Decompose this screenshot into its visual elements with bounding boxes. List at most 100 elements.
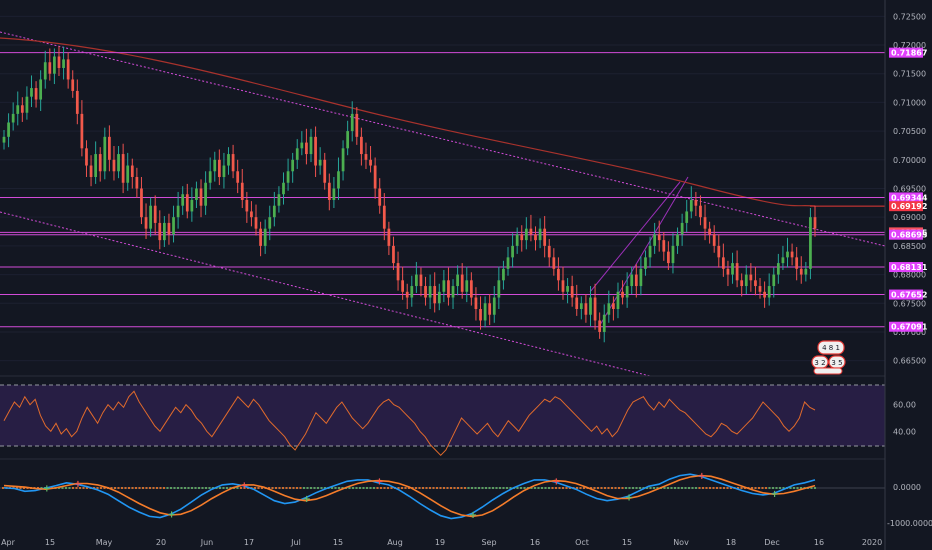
macd-dot (163, 487, 165, 489)
earnings-badge-top[interactable] (817, 340, 845, 355)
candle-body (217, 159, 221, 178)
time-tick-label: Jun (200, 538, 214, 547)
candle-body (153, 205, 157, 223)
macd-dot (726, 487, 729, 489)
macd-crosses: + + + + + + + + + + + (43, 471, 779, 521)
candle-body (488, 303, 492, 315)
candle-body (387, 228, 391, 246)
candle-body (108, 136, 111, 160)
macd-dot (628, 487, 631, 489)
macd-dot (138, 487, 141, 489)
channel-lower-line[interactable] (599, 176, 689, 326)
cross-marker: + (375, 477, 383, 488)
time-tick-label: 15 (45, 538, 55, 547)
macd-dot (257, 487, 260, 489)
macd-dot (201, 487, 204, 489)
candle-body (680, 222, 684, 235)
level-tag-label: 0.68131 (891, 263, 928, 272)
macd-dot (348, 487, 351, 489)
macd-dot (691, 487, 694, 489)
candle-body (140, 188, 143, 218)
macd-dot (285, 487, 288, 489)
time-tick-label: 16 (814, 538, 824, 547)
candle-body (621, 291, 624, 298)
macd-panel[interactable]: + + + + + + + + + + + 0.0000 -1000.0000 (0, 471, 932, 528)
price-tick-label: 0.71500 (893, 70, 926, 79)
macd-dot (425, 487, 428, 489)
candle-body (360, 136, 363, 155)
candle-body (447, 280, 450, 298)
candle-body (2, 136, 6, 143)
macd-dot (58, 487, 60, 489)
macd-dot (205, 487, 207, 489)
time-axis[interactable]: Apr 15 May 20 Jun 17 Jul 15 Aug 19 Sep 16 Oct 15 Nov 18… (1, 538, 882, 547)
macd-dot (772, 487, 774, 489)
price-panel[interactable]: 0.72500 0.72000 0.71500 0.71000 0.70500 0.700… (0, 12, 928, 377)
candle-body (419, 274, 423, 287)
macd-dot (810, 487, 813, 489)
candle-body (167, 222, 171, 235)
macd-dot (492, 487, 494, 489)
macd-dot (418, 487, 421, 489)
macd-dot (737, 487, 739, 489)
macd-dot (597, 487, 599, 489)
candle-body (208, 171, 212, 183)
macd-dot (499, 487, 501, 489)
time-tick-label: 17 (244, 538, 254, 547)
macd-dot (646, 487, 648, 489)
candle-body (424, 286, 427, 298)
rsi-panel[interactable]: 60.00 40.00 (0, 384, 916, 457)
macd-dot (625, 487, 627, 489)
macd-dot (320, 487, 323, 489)
event-badges[interactable]: 4 8 1 3 2 3 5 (811, 340, 846, 375)
macd-dot (222, 487, 225, 489)
candle-body (355, 113, 359, 137)
macd-dot (716, 487, 718, 489)
macd-dot (96, 487, 99, 489)
candle-body (172, 217, 175, 235)
macd-dot (408, 487, 410, 489)
macd-dot (103, 487, 106, 489)
candle-body (579, 303, 583, 310)
badge-left-text: 3 2 (814, 359, 825, 367)
candle-body (71, 79, 75, 91)
candle-body (39, 79, 43, 100)
macd-dot (121, 487, 123, 489)
candle-body (30, 88, 33, 97)
candle-body (758, 286, 762, 292)
candle-body (314, 136, 317, 166)
macd-dot (198, 487, 200, 489)
channel-upper-line[interactable] (589, 181, 681, 293)
macd-line (3, 473, 816, 520)
candle-body (185, 194, 189, 212)
earnings-badge-bottom[interactable] (813, 367, 843, 375)
candle-body (34, 88, 38, 100)
candle-body (149, 205, 152, 229)
macd-dot (296, 487, 298, 489)
candle-body (809, 217, 812, 269)
candle-body (648, 245, 652, 258)
candle-body (195, 188, 198, 200)
price-tick-label: 0.69000 (893, 213, 926, 222)
macd-dot (754, 487, 757, 489)
macd-dot (702, 487, 704, 489)
macd-dot (649, 487, 652, 489)
macd-dot (16, 487, 18, 489)
candle-body (529, 228, 533, 235)
trendlines[interactable] (0, 31, 886, 377)
price-tick-label: 0.72000 (893, 41, 926, 50)
macd-dot (800, 487, 802, 489)
macd-dot (152, 487, 155, 489)
macd-dot (334, 487, 337, 489)
candle-body (236, 171, 240, 183)
macd-dot (369, 487, 372, 489)
macd-signal-dots (2, 487, 816, 489)
candle-body (66, 59, 70, 80)
level-tag (889, 47, 923, 58)
macd-dot (180, 487, 183, 489)
price-tick-label: 0.70500 (893, 127, 926, 136)
cross-marker: + (167, 510, 175, 521)
candle-body (396, 263, 400, 281)
candle-body (346, 131, 350, 149)
